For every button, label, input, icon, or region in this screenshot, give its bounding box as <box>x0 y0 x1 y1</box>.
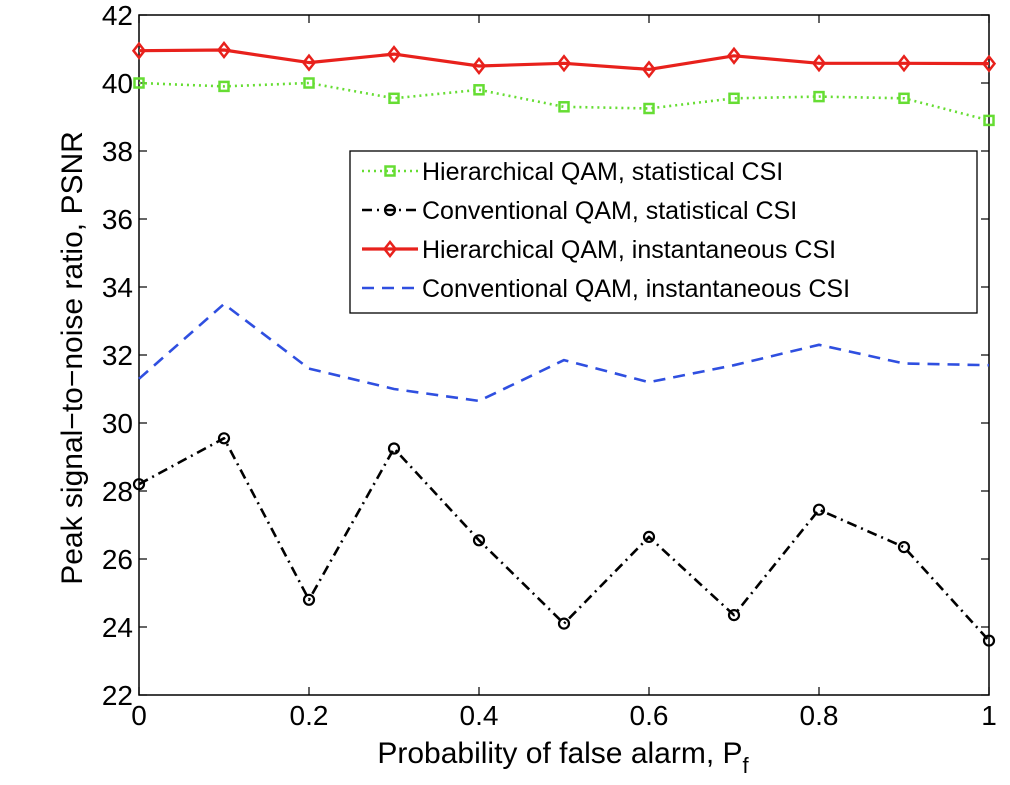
data-point-diamond <box>131 41 147 60</box>
data-point-diamond <box>896 54 912 73</box>
data-point-square <box>643 102 655 115</box>
y-tick-label: 30 <box>102 408 133 439</box>
legend-box <box>349 150 978 314</box>
legend-item: Conventional QAM, statistical CSI <box>362 197 797 225</box>
data-point-square <box>983 114 995 127</box>
series-line <box>138 48 990 72</box>
data-point-circle <box>727 608 741 622</box>
data-point-circle <box>812 503 826 516</box>
data-point-circle <box>557 617 571 630</box>
data-point-diamond <box>981 54 997 73</box>
legend-item: Hierarchical QAM, instantaneous CSI <box>362 236 836 264</box>
y-tick-label: 24 <box>102 612 133 643</box>
data-point-diamond <box>301 53 317 72</box>
legend-label: Conventional QAM, statistical CSI <box>422 197 797 225</box>
data-point-square <box>218 80 230 93</box>
series-conventional-qam-statistical-csi <box>132 432 996 647</box>
y-tick-label: 22 <box>102 680 133 711</box>
data-point-square <box>303 77 315 89</box>
data-point-circle <box>387 442 401 455</box>
plot-frame <box>138 14 990 696</box>
data-point-circle <box>982 634 996 647</box>
legend-label: Hierarchical QAM, statistical CSI <box>422 158 783 186</box>
legend-label: Hierarchical QAM, instantaneous CSI <box>422 236 836 264</box>
data-point-square <box>384 165 396 177</box>
series-line <box>138 436 990 642</box>
data-point-square <box>558 101 570 113</box>
x-tick-label: 0 <box>131 700 147 731</box>
data-point-diamond <box>386 45 402 64</box>
x-tick-label: 0.4 <box>460 700 499 731</box>
data-point-diamond <box>726 46 742 65</box>
data-point-diamond <box>556 54 572 73</box>
x-axis-label-subscript: f <box>743 753 750 778</box>
data-point-diamond <box>382 239 398 259</box>
data-point-circle <box>302 593 316 606</box>
y-tick-label: 38 <box>102 136 133 167</box>
data-point-square <box>133 77 145 89</box>
data-point-diamond <box>641 60 657 79</box>
y-tick-label: 26 <box>102 544 133 575</box>
x-tick-label: 0.2 <box>290 700 329 731</box>
data-point-circle <box>217 432 231 445</box>
data-point-diamond <box>471 56 487 76</box>
data-point-diamond <box>216 40 232 60</box>
x-tick-label: 0.6 <box>630 700 669 731</box>
y-tick-label: 42 <box>102 0 133 31</box>
series-hierarchical-qam-instantaneous-csi <box>131 40 997 79</box>
y-tick-label: 40 <box>102 68 133 99</box>
series-hierarchical-qam-statistical-csi <box>133 77 995 127</box>
data-point-square <box>388 92 400 105</box>
data-point-square <box>728 92 740 105</box>
data-point-square <box>813 90 825 103</box>
series-layer <box>131 40 997 647</box>
data-point-circle <box>897 540 911 554</box>
y-tick-label: 34 <box>102 272 133 303</box>
legend: Hierarchical QAM, statistical CSI Convent… <box>349 150 978 314</box>
series-conventional-qam-instantaneous-csi <box>138 302 990 403</box>
x-tick-label: 1 <box>981 700 997 731</box>
data-point-diamond <box>811 54 827 73</box>
y-axis-label: Peak signal−to−noise ratio, PSNR <box>56 131 89 585</box>
data-point-square <box>898 92 910 105</box>
legend-item: Hierarchical QAM, statistical CSI <box>362 158 783 186</box>
data-point-circle <box>642 530 656 544</box>
y-tick-label: 36 <box>102 204 133 235</box>
x-tick-label: 0.8 <box>800 700 839 731</box>
series-line <box>138 302 990 403</box>
data-point-square <box>473 84 485 96</box>
legend-item: Conventional QAM, instantaneous CSI <box>362 275 850 303</box>
axes: 0 0.2 0.4 0.6 0.8 1 22 24 26 28 30 32 34 36 38 40 42 <box>102 0 997 731</box>
x-axis-label: Probability of false alarm, Pf <box>377 737 749 778</box>
y-tick-label: 32 <box>102 340 133 371</box>
data-point-circle <box>383 203 397 217</box>
data-point-circle <box>472 534 486 547</box>
y-tick-label: 28 <box>102 476 133 507</box>
legend-label: Conventional QAM, instantaneous CSI <box>422 275 850 303</box>
data-point-circle <box>132 478 146 491</box>
